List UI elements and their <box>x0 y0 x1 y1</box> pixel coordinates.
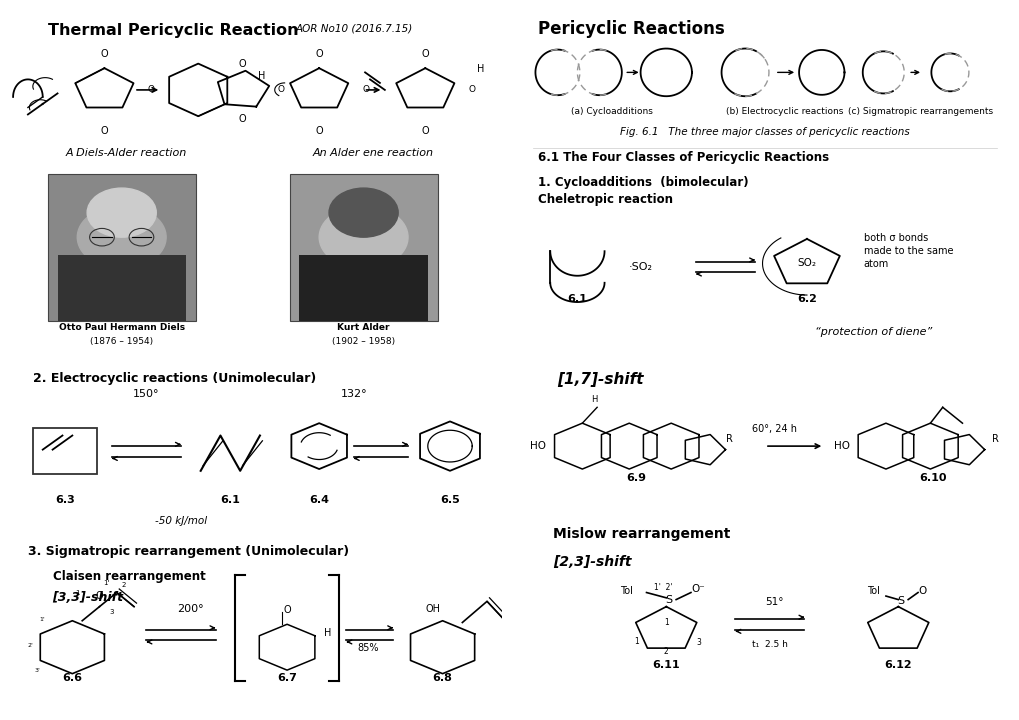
Text: R: R <box>725 434 732 444</box>
Text: 6.7: 6.7 <box>277 672 297 683</box>
Text: 6.1: 6.1 <box>567 294 587 304</box>
Circle shape <box>77 206 166 269</box>
Text: 6.4: 6.4 <box>309 495 329 505</box>
Text: [3,3]-shift: [3,3]-shift <box>53 590 123 604</box>
Text: O: O <box>96 591 103 601</box>
Text: “protection of diene”: “protection of diene” <box>814 327 931 337</box>
Text: 1: 1 <box>634 636 638 646</box>
Text: [1,7]-shift: [1,7]-shift <box>557 372 644 387</box>
Text: 6.3: 6.3 <box>55 495 74 505</box>
Text: 1': 1' <box>104 580 110 587</box>
Text: Fig. 6.1   The three major classes of pericyclic reactions: Fig. 6.1 The three major classes of peri… <box>620 127 909 137</box>
Text: 3. Sigmatropic rearrangement (Unimolecular): 3. Sigmatropic rearrangement (Unimolecul… <box>28 545 348 558</box>
Text: 6.8: 6.8 <box>432 672 452 683</box>
Text: 85%: 85% <box>358 643 379 653</box>
Text: Pericyclic Reactions: Pericyclic Reactions <box>537 19 723 37</box>
Circle shape <box>87 188 156 237</box>
Text: 2: 2 <box>122 582 126 588</box>
Text: O: O <box>101 126 108 135</box>
Bar <box>289 174 437 321</box>
Text: O: O <box>101 50 108 60</box>
Text: 3': 3' <box>35 668 41 673</box>
Text: O: O <box>362 86 369 94</box>
Text: An Alder ene reaction: An Alder ene reaction <box>313 148 433 158</box>
Bar <box>57 255 185 321</box>
Text: 6.6: 6.6 <box>62 672 83 683</box>
Text: HO: HO <box>833 441 849 451</box>
Text: 60°, 24 h: 60°, 24 h <box>752 424 797 434</box>
Text: 6.12: 6.12 <box>883 660 911 670</box>
Text: 2': 2' <box>28 643 34 648</box>
Text: H: H <box>324 628 331 638</box>
Text: 6.9: 6.9 <box>626 473 646 483</box>
Text: A Diels-Alder reaction: A Diels-Alder reaction <box>66 148 187 158</box>
Text: 3: 3 <box>695 639 700 647</box>
Text: 1'  2': 1' 2' <box>653 582 672 592</box>
Text: 2. Electrocyclic reactions (Unimolecular): 2. Electrocyclic reactions (Unimolecular… <box>33 372 316 385</box>
Text: OH: OH <box>425 603 440 613</box>
Text: O⁻: O⁻ <box>691 584 704 594</box>
Text: Mislow rearrangement: Mislow rearrangement <box>552 527 730 541</box>
Text: H: H <box>477 64 484 74</box>
Text: O: O <box>277 86 284 94</box>
Text: (c) Sigmatropic rearrangements: (c) Sigmatropic rearrangements <box>847 107 993 117</box>
Text: 200°: 200° <box>177 604 204 614</box>
Text: O: O <box>147 86 154 94</box>
Text: 2: 2 <box>663 647 668 656</box>
Text: (1902 – 1958): (1902 – 1958) <box>332 337 394 346</box>
Circle shape <box>319 206 408 269</box>
Text: (a) Cycloadditions: (a) Cycloadditions <box>571 107 652 117</box>
Circle shape <box>329 188 397 237</box>
Bar <box>33 428 97 474</box>
Text: H: H <box>591 395 597 404</box>
Text: O: O <box>918 586 926 595</box>
Text: 6.1: 6.1 <box>220 495 240 505</box>
Text: 6.1 The Four Classes of Pericyclic Reactions: 6.1 The Four Classes of Pericyclic React… <box>537 151 828 164</box>
Text: ·SO₂: ·SO₂ <box>629 262 652 272</box>
Text: -50 kJ/mol: -50 kJ/mol <box>155 516 207 526</box>
Text: Claisen rearrangement: Claisen rearrangement <box>53 570 205 582</box>
Text: Tol: Tol <box>620 586 633 595</box>
Text: O: O <box>468 86 475 94</box>
Text: O: O <box>315 50 323 60</box>
Text: 1: 1 <box>75 590 79 595</box>
Text: 6.10: 6.10 <box>918 473 946 483</box>
Text: O: O <box>421 50 429 60</box>
Text: both σ bonds
made to the same
atom: both σ bonds made to the same atom <box>863 233 953 269</box>
Text: O: O <box>421 126 429 135</box>
Text: 6.2: 6.2 <box>796 294 816 304</box>
Text: 6.5: 6.5 <box>439 495 460 505</box>
Text: Otto Paul Hermann Diels: Otto Paul Hermann Diels <box>58 323 184 332</box>
Text: 3: 3 <box>109 608 114 615</box>
Text: 1. Cycloadditions  (bimolecular): 1. Cycloadditions (bimolecular) <box>537 176 748 189</box>
Text: t₁  2.5 h: t₁ 2.5 h <box>751 640 787 649</box>
Text: 1: 1 <box>663 618 668 627</box>
Bar <box>48 174 196 321</box>
Text: (1876 – 1954): (1876 – 1954) <box>90 337 153 346</box>
Text: Cheletropic reaction: Cheletropic reaction <box>537 194 673 207</box>
Text: O: O <box>283 606 290 616</box>
Text: SO₂: SO₂ <box>797 258 815 269</box>
Text: H: H <box>258 71 265 81</box>
Text: Thermal Pericyclic Reaction: Thermal Pericyclic Reaction <box>48 23 298 38</box>
Text: O: O <box>238 59 247 69</box>
Text: S: S <box>897 596 904 606</box>
Text: 132°: 132° <box>340 389 367 399</box>
Text: 1': 1' <box>40 617 46 622</box>
Text: Kurt Alder: Kurt Alder <box>337 323 389 332</box>
Text: Tol: Tol <box>866 586 879 595</box>
Bar <box>300 255 427 321</box>
Text: 51°: 51° <box>765 597 784 607</box>
Text: R: R <box>991 434 998 444</box>
Text: 150°: 150° <box>133 389 160 399</box>
Text: 6.11: 6.11 <box>652 660 680 670</box>
Text: HO: HO <box>530 441 545 451</box>
Text: O: O <box>315 126 323 135</box>
Text: [2,3]-shift: [2,3]-shift <box>552 556 631 570</box>
Text: (b) Electrocyclic reactions: (b) Electrocyclic reactions <box>726 107 843 117</box>
Text: S: S <box>664 595 672 605</box>
Text: AOR No10 (2016.7.15): AOR No10 (2016.7.15) <box>294 23 412 33</box>
Text: O: O <box>238 114 247 125</box>
